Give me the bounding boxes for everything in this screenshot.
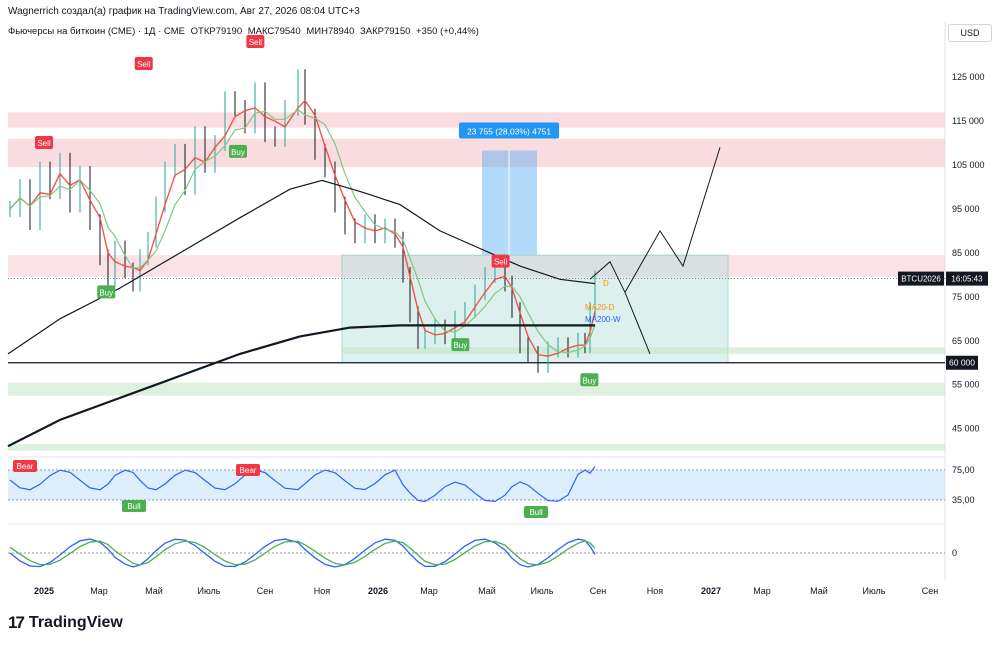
rsi-line xyxy=(9,466,596,503)
measure-label: 23 755 (28,03%) 4751 xyxy=(467,127,551,137)
rsi-signal-label-0: Bear xyxy=(17,462,34,471)
supertrend-line xyxy=(9,99,596,357)
y-tick-1: 115 000 xyxy=(952,116,984,126)
level-label: 60 000 xyxy=(949,358,975,368)
y-tick-3: 95 000 xyxy=(952,204,980,214)
resistance-zone-115k xyxy=(8,112,945,128)
signal-bg-4 xyxy=(228,144,247,158)
x-tick-13: Мар xyxy=(753,586,771,596)
resistance-zone-108k xyxy=(8,138,945,168)
y-tick-2: 105 000 xyxy=(952,160,985,170)
price-symbol-label: BTCU2026 xyxy=(901,275,941,284)
x-tick-16: Сен xyxy=(922,586,939,596)
x-tick-4: Сен xyxy=(257,586,274,596)
signal-label-7: Buy xyxy=(582,376,596,385)
legend-close: ЗАКР79150 xyxy=(360,26,411,37)
x-tick-5: Ноя xyxy=(314,586,331,596)
macd-tick-0: 0 xyxy=(952,548,957,558)
support-zone-62k xyxy=(342,347,945,354)
projection-up-path xyxy=(624,147,721,293)
signal-bg-1 xyxy=(134,56,153,70)
resistance-zone-82k xyxy=(8,255,945,278)
price-time-label: 16:05:43 xyxy=(951,275,983,284)
y-tick-4: 85 000 xyxy=(952,248,980,258)
y-tick-0: 125 000 xyxy=(952,72,985,82)
signal-label-1: Sell xyxy=(137,60,151,69)
rsi-signal-label-1: Bear xyxy=(240,466,257,475)
legend-high: МАКС79540 xyxy=(247,26,301,37)
signal-label-5: Buy xyxy=(453,341,467,350)
tradingview-logo-icon: 17 xyxy=(8,613,25,632)
signal-label-3: Buy xyxy=(99,288,113,297)
x-tick-11: Ноя xyxy=(647,586,664,596)
rsi-tick-0: 75,00 xyxy=(952,465,975,475)
price-symbol-label-bg xyxy=(898,271,944,286)
x-tick-2: Май xyxy=(145,586,163,596)
x-tick-1: Мар xyxy=(90,586,108,596)
y-tick-5: 75 000 xyxy=(952,292,980,302)
rsi-signal-label-3: Bull xyxy=(529,508,543,517)
x-tick-3: Июль xyxy=(198,586,221,596)
measure-label-bg xyxy=(459,122,559,139)
legend-open: ОТКР79190 xyxy=(190,26,243,37)
currency-button[interactable]: USD xyxy=(948,24,992,42)
macd-line xyxy=(9,538,596,568)
legend-low: МИН78940 xyxy=(306,26,355,37)
x-tick-14: Май xyxy=(810,586,828,596)
ma200-weekly-line xyxy=(7,324,595,448)
legend-change: +350 (+0,44%) xyxy=(416,26,479,37)
rsi-signal-label-2: Bull xyxy=(127,502,141,511)
signal-label-6: Sell xyxy=(494,258,508,267)
signal-label-2: Sell xyxy=(249,38,263,47)
x-tick-9: Июль xyxy=(531,586,554,596)
x-tick-12: 2027 xyxy=(701,586,721,596)
chart-author-header: Wagnerrich создал(а) график на TradingVi… xyxy=(8,6,360,17)
ma-label-1: MA200-W xyxy=(585,315,621,324)
symbol-legend: Фьючерсы на биткоин (CME) · 1Д · CME ОТК… xyxy=(8,26,482,37)
price-time-label-bg xyxy=(946,271,988,286)
ma200-daily-line xyxy=(7,179,596,355)
signal-bg-2 xyxy=(246,35,265,48)
signal-label-4: Buy xyxy=(231,148,245,157)
rsi-signal-bg-3 xyxy=(524,506,548,518)
x-tick-6: 2026 xyxy=(368,586,388,596)
rsi-band xyxy=(8,470,945,500)
y-tick-6: 65 000 xyxy=(952,336,980,346)
projection-down-path xyxy=(589,260,651,355)
signal-label-0: Sell xyxy=(37,139,51,148)
signal-bg-6 xyxy=(491,254,510,268)
rsi-signal-bg-2 xyxy=(122,500,146,512)
ma-label-2: D xyxy=(603,279,609,288)
rsi-signal-bg-0 xyxy=(13,460,37,472)
ma-label-0: MA20-D xyxy=(585,303,615,312)
legend-symbol: Фьючерсы на биткоин (CME) · 1Д · CME xyxy=(8,26,185,37)
range-box xyxy=(341,254,729,364)
x-tick-0: 2025 xyxy=(34,586,54,596)
rsi-tick-1: 35,00 xyxy=(952,495,975,505)
rsi-signal-bg-1 xyxy=(236,464,260,476)
signal-bg-7 xyxy=(580,373,599,387)
support-zone-41k xyxy=(8,444,945,451)
level-label-bg xyxy=(946,355,978,370)
x-tick-8: Май xyxy=(478,586,496,596)
x-tick-10: Сен xyxy=(590,586,607,596)
x-tick-15: Июль xyxy=(863,586,886,596)
support-zone-54k xyxy=(8,382,945,396)
y-tick-7: 55 000 xyxy=(952,380,980,390)
y-tick-8: 45 000 xyxy=(952,424,980,434)
signal-bg-5 xyxy=(451,338,470,352)
signal-bg-0 xyxy=(35,136,53,150)
signal-bg-3 xyxy=(97,285,116,299)
x-tick-7: Мар xyxy=(420,586,438,596)
tradingview-logo[interactable]: 17 TradingView xyxy=(8,613,123,633)
macd-signal-line xyxy=(9,540,596,566)
ma20-daily-line xyxy=(9,108,596,354)
tradingview-brand-text: TradingView xyxy=(28,614,123,631)
